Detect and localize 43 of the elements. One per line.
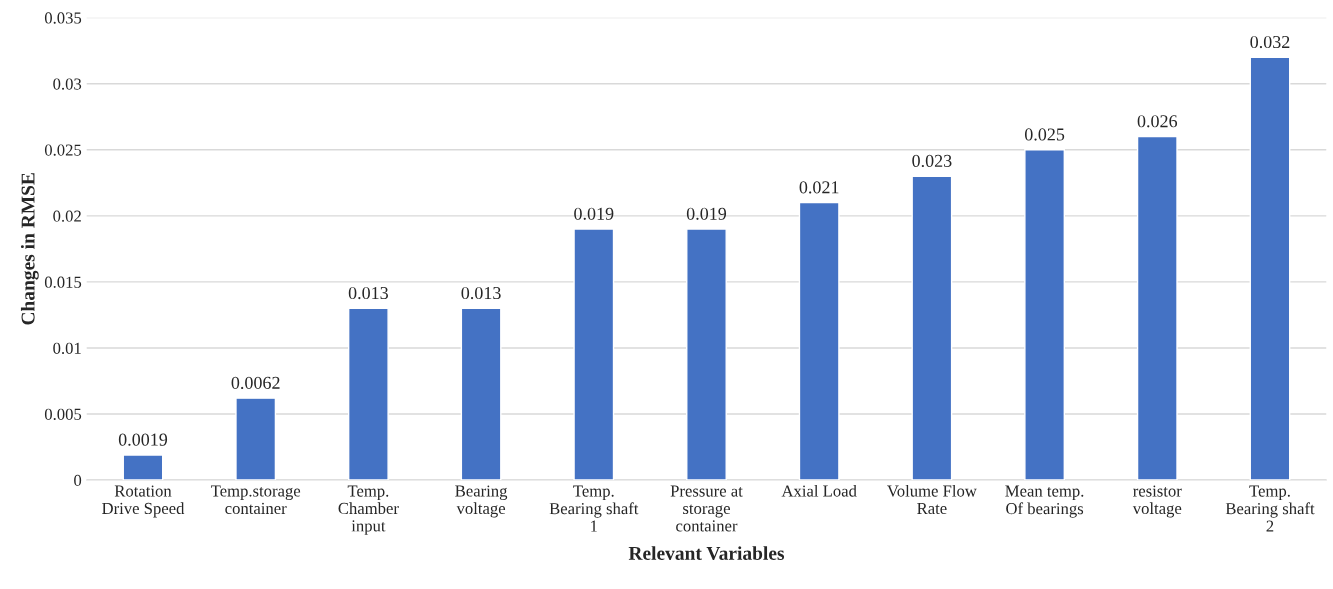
data-label: 0.032 <box>1250 35 1290 49</box>
y-axis-title: Changes in RMSE <box>20 173 39 325</box>
data-label: 0.026 <box>1137 115 1178 128</box>
data-label: 0.019 <box>686 207 727 220</box>
data-label: 0.013 <box>348 286 388 300</box>
data-label: 0.021 <box>799 181 839 194</box>
bar <box>347 307 389 481</box>
x-tick-label: Temp. Bearing shaft 2 <box>1225 485 1315 532</box>
x-tick-label: Temp. Chamber input <box>338 485 399 535</box>
x-tick-label: Bearing voltage <box>455 485 508 518</box>
data-label: 0.019 <box>574 207 614 220</box>
y-tick-label: 0.02 <box>53 210 81 222</box>
y-tick-label: 0.03 <box>53 78 82 90</box>
data-label: 0.023 <box>912 154 952 168</box>
x-tick-label: Temp.storage container <box>210 485 301 515</box>
x-tick-label: Mean temp. Of bearings <box>1005 485 1084 518</box>
y-tick-label: 0.025 <box>44 144 82 156</box>
x-tick-label: Pressure at storage container <box>670 485 743 532</box>
y-tick-label: 0.035 <box>44 12 82 24</box>
bar <box>1024 149 1066 481</box>
y-tick-label: 0.015 <box>44 276 82 288</box>
bar <box>1249 56 1291 481</box>
bar <box>686 228 727 481</box>
y-tick-label: 0.01 <box>53 342 81 354</box>
bar <box>460 307 502 481</box>
bar <box>798 201 840 481</box>
bar <box>235 397 277 481</box>
bar <box>573 228 615 481</box>
x-tick-label: Rotation Drive Speed <box>102 485 185 518</box>
x-tick-label: Axial Load <box>781 484 857 497</box>
x-tick-label: resistor voltage <box>1132 485 1182 518</box>
bar <box>122 454 164 481</box>
x-axis-title: Relevant Variables <box>628 546 785 561</box>
x-tick-label: Volume Flow Rate <box>887 484 977 515</box>
data-label: 0.013 <box>461 286 501 300</box>
data-label: 0.025 <box>1024 128 1065 141</box>
y-tick-label: 0 <box>74 474 82 486</box>
bar <box>1136 135 1178 481</box>
x-tick-label: Temp. Bearing shaft 1 <box>549 485 639 532</box>
data-label: 0.0062 <box>231 376 280 389</box>
bar <box>911 175 953 481</box>
y-tick-label: 0.005 <box>44 408 82 420</box>
data-label: 0.0019 <box>118 433 168 446</box>
